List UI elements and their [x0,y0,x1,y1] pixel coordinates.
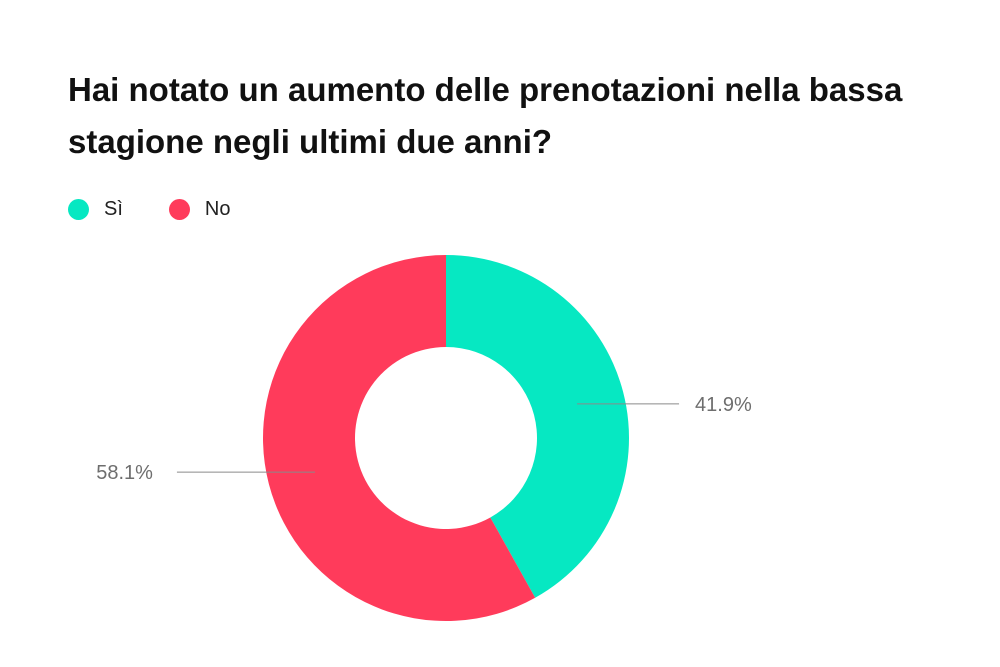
slice-no[interactable] [262,255,536,622]
legend-label-si: Sì [104,197,123,220]
legend-swatch-si [68,198,89,220]
slice-labels: 41.9% 58.1% [96,394,752,484]
legend-label-no: No [204,197,231,220]
slice-label-no: 58.1% [96,462,153,484]
donut-slices [262,255,629,622]
legend-swatch-no [168,198,190,220]
slice-label-si: 41.9% [695,394,752,416]
legend: Sì No [68,196,276,222]
legend-item-no[interactable]: No [168,197,231,221]
slice-si[interactable] [446,255,629,598]
chart-title: Hai notato un aumento delle prenotazioni… [68,71,903,160]
legend-item-si[interactable]: Sì [68,198,123,221]
